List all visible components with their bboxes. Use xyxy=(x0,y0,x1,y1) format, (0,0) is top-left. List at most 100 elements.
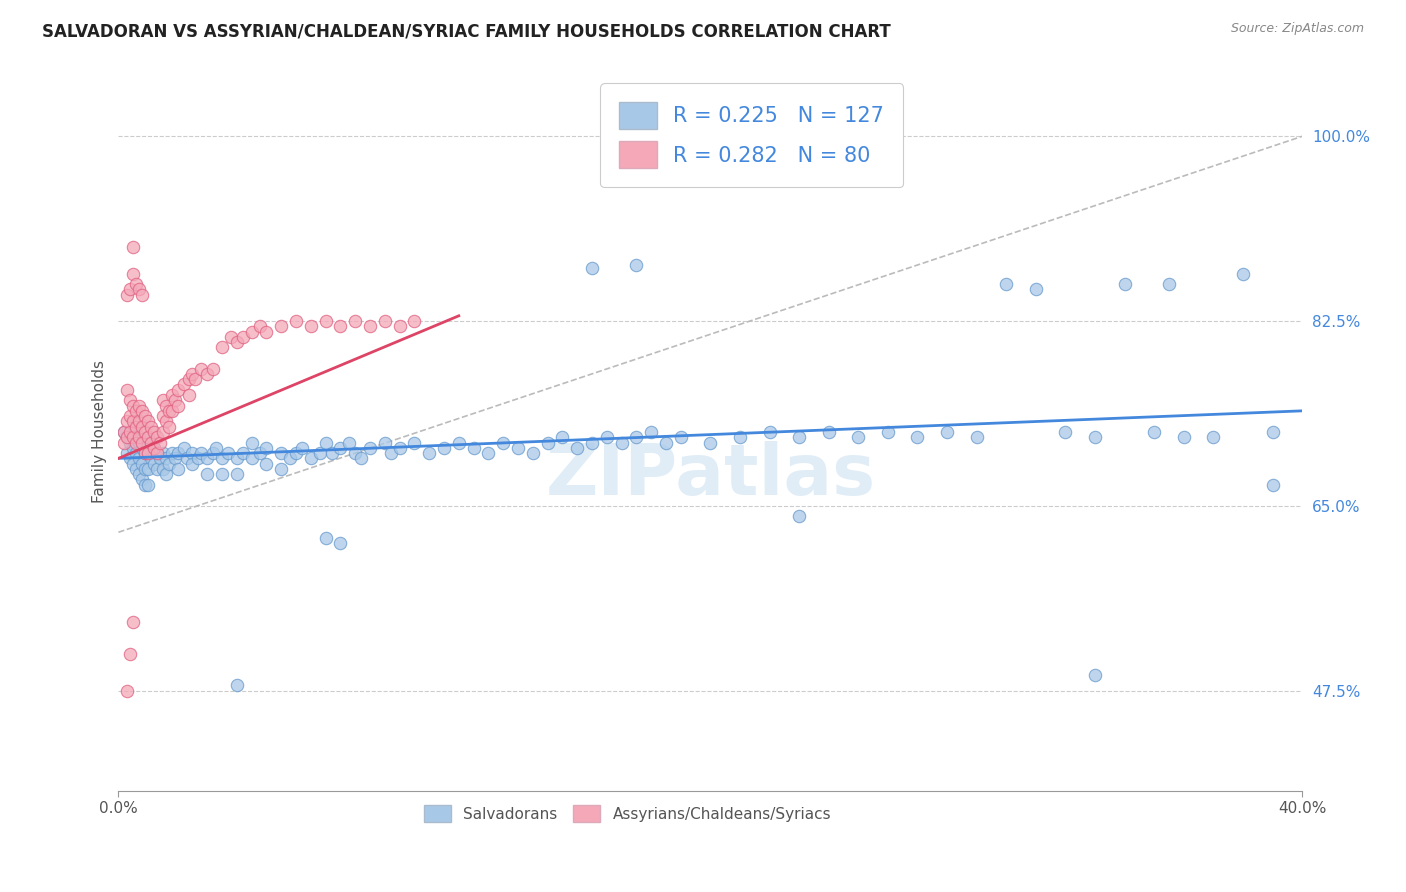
Point xyxy=(146,462,169,476)
Point xyxy=(907,430,929,444)
Point xyxy=(270,446,292,460)
Point xyxy=(211,467,233,482)
Point xyxy=(565,441,588,455)
Point xyxy=(219,330,242,344)
Point xyxy=(285,314,308,328)
Point xyxy=(131,441,153,455)
Point xyxy=(131,457,153,471)
Point xyxy=(136,462,159,476)
Y-axis label: Family Households: Family Households xyxy=(93,360,107,503)
Text: SALVADORAN VS ASSYRIAN/CHALDEAN/SYRIAC FAMILY HOUSEHOLDS CORRELATION CHART: SALVADORAN VS ASSYRIAN/CHALDEAN/SYRIAC F… xyxy=(42,22,891,40)
Point xyxy=(350,451,373,466)
Point xyxy=(787,430,810,444)
Point xyxy=(278,451,301,466)
Point xyxy=(173,441,195,455)
Point xyxy=(134,462,156,476)
Point xyxy=(321,446,343,460)
Point xyxy=(134,446,156,460)
Point xyxy=(181,457,204,471)
Point xyxy=(149,435,172,450)
Point xyxy=(1157,277,1180,292)
Point xyxy=(225,451,247,466)
Point xyxy=(117,414,139,428)
Point xyxy=(166,462,188,476)
Point xyxy=(163,451,186,466)
Point xyxy=(758,425,780,439)
Point xyxy=(374,435,396,450)
Point xyxy=(139,451,162,466)
Point xyxy=(329,319,352,334)
Point xyxy=(139,435,162,450)
Point xyxy=(128,430,150,444)
Point xyxy=(240,451,263,466)
Point xyxy=(195,451,218,466)
Point xyxy=(728,430,751,444)
Point xyxy=(120,282,142,296)
Point xyxy=(344,314,367,328)
Point xyxy=(160,446,183,460)
Point xyxy=(112,425,135,439)
Point xyxy=(136,446,159,460)
Point xyxy=(152,462,174,476)
Point xyxy=(1084,667,1107,681)
Point xyxy=(1025,282,1047,296)
Point xyxy=(270,319,292,334)
Point xyxy=(128,435,150,450)
Point xyxy=(117,430,139,444)
Point xyxy=(142,441,165,455)
Point xyxy=(134,446,156,460)
Point xyxy=(1084,430,1107,444)
Point xyxy=(117,446,139,460)
Point xyxy=(131,287,153,301)
Point xyxy=(131,404,153,418)
Point xyxy=(136,446,159,460)
Point xyxy=(626,430,648,444)
Point xyxy=(626,258,648,272)
Point xyxy=(205,441,228,455)
Point xyxy=(581,261,603,276)
Point xyxy=(1143,425,1166,439)
Point xyxy=(157,457,180,471)
Point xyxy=(122,425,145,439)
Point xyxy=(404,435,426,450)
Point xyxy=(640,425,662,439)
Point xyxy=(291,441,314,455)
Point xyxy=(315,314,337,328)
Point xyxy=(149,451,172,466)
Point xyxy=(120,451,142,466)
Point xyxy=(337,435,360,450)
Point xyxy=(117,683,139,698)
Point xyxy=(240,435,263,450)
Point xyxy=(1261,425,1284,439)
Text: Source: ZipAtlas.com: Source: ZipAtlas.com xyxy=(1230,22,1364,36)
Point xyxy=(128,414,150,428)
Point xyxy=(117,383,139,397)
Point xyxy=(388,441,411,455)
Point xyxy=(202,361,225,376)
Point xyxy=(166,446,188,460)
Point xyxy=(152,425,174,439)
Point xyxy=(160,404,183,418)
Point xyxy=(433,441,456,455)
Point xyxy=(125,404,148,418)
Point xyxy=(139,419,162,434)
Point xyxy=(120,409,142,424)
Point xyxy=(160,388,183,402)
Point xyxy=(249,319,271,334)
Point xyxy=(128,282,150,296)
Point xyxy=(506,441,529,455)
Point xyxy=(134,477,156,491)
Point xyxy=(404,314,426,328)
Point xyxy=(787,509,810,524)
Point xyxy=(254,441,277,455)
Point xyxy=(120,425,142,439)
Point xyxy=(122,615,145,629)
Point xyxy=(142,441,165,455)
Point xyxy=(1232,267,1254,281)
Point xyxy=(232,446,254,460)
Point xyxy=(211,341,233,355)
Point xyxy=(463,441,485,455)
Point xyxy=(581,435,603,450)
Point xyxy=(173,377,195,392)
Point xyxy=(122,240,145,254)
